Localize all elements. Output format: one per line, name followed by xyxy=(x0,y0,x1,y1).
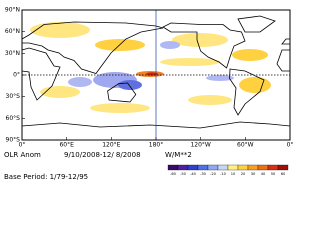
color-legend: -60 -50 -40 -30 -20 -10 10 20 30 40 50 60 xyxy=(167,164,289,176)
lon-label: 120°W xyxy=(190,142,210,149)
legend-label: -60 xyxy=(170,172,177,176)
lat-label: 0° xyxy=(13,72,20,79)
legend-swatch xyxy=(247,164,259,171)
lat-label: 90°S xyxy=(6,137,21,144)
legend-swatch xyxy=(207,164,219,171)
anomaly-area xyxy=(160,41,180,49)
legend-swatch xyxy=(277,164,289,171)
lon-label: 0° xyxy=(19,142,26,149)
lon-label: 180° xyxy=(149,142,163,149)
legend-label: 20 xyxy=(241,172,246,176)
greenland xyxy=(237,15,276,33)
legend-swatch xyxy=(237,164,249,171)
lon-label: 0° xyxy=(287,142,294,149)
date-range: 9/10/2008-12/ 8/2008 xyxy=(64,151,141,159)
anomaly-shading xyxy=(30,22,271,113)
south-america xyxy=(229,68,265,116)
anomaly-area xyxy=(68,77,92,87)
legend-label: 10 xyxy=(231,172,236,176)
legend-label: -20 xyxy=(210,172,217,176)
legend-label: 60 xyxy=(281,172,286,176)
legend-swatch xyxy=(217,164,229,171)
antarctica xyxy=(21,121,291,129)
coastlines xyxy=(21,15,291,129)
anomaly-area xyxy=(160,58,220,66)
legend-label: -30 xyxy=(200,172,207,176)
anomaly-area xyxy=(90,103,150,113)
legend-swatch xyxy=(197,164,209,171)
anomaly-area xyxy=(40,86,80,98)
axis-labels: 90°N60°N30°N0°30°S60°S90°S0° 60°E 120°E 180… xyxy=(5,7,294,149)
anomaly-area xyxy=(188,95,232,105)
africa xyxy=(21,47,61,101)
north-america xyxy=(162,22,246,69)
anomaly-area xyxy=(239,77,271,93)
legend-label: 40 xyxy=(261,172,266,176)
legend-swatch xyxy=(187,164,199,171)
legend-swatch xyxy=(257,164,269,171)
eurasia xyxy=(21,21,164,74)
units: W/M**2 xyxy=(165,151,192,159)
australia xyxy=(107,82,137,103)
africa-west xyxy=(276,49,290,72)
anomaly-area xyxy=(118,80,142,90)
olr-map-figure: 90°N60°N30°N0°30°S60°S90°S0° 60°E 120°E 180… xyxy=(4,6,294,181)
lon-label: 60°E xyxy=(59,142,74,149)
base-period: Base Period: 1/79-12/95 xyxy=(4,173,88,181)
anomaly-area xyxy=(172,33,228,47)
legend-label: 50 xyxy=(271,172,276,176)
lat-label: 90°N xyxy=(5,7,20,14)
lat-label: 60°N xyxy=(5,28,20,35)
legend-label: -50 xyxy=(180,172,187,176)
legend-swatch xyxy=(267,164,279,171)
legend-swatch xyxy=(227,164,239,171)
legend-label: 30 xyxy=(251,172,256,176)
legend-label: -10 xyxy=(220,172,227,176)
legend-swatch xyxy=(177,164,189,171)
europe-west xyxy=(281,38,290,45)
anomaly-area xyxy=(206,75,234,81)
field-label: OLR Anom xyxy=(4,151,41,159)
lat-label: 60°S xyxy=(6,115,21,122)
anomaly-area xyxy=(232,49,268,61)
legend-swatch xyxy=(167,164,179,171)
lon-label: 60°W xyxy=(237,142,254,149)
anomaly-area xyxy=(30,22,90,38)
lat-label: 30°S xyxy=(6,93,21,100)
legend-label: -40 xyxy=(190,172,197,176)
lon-label: 120°E xyxy=(102,142,120,149)
lat-label: 30°N xyxy=(5,50,20,57)
